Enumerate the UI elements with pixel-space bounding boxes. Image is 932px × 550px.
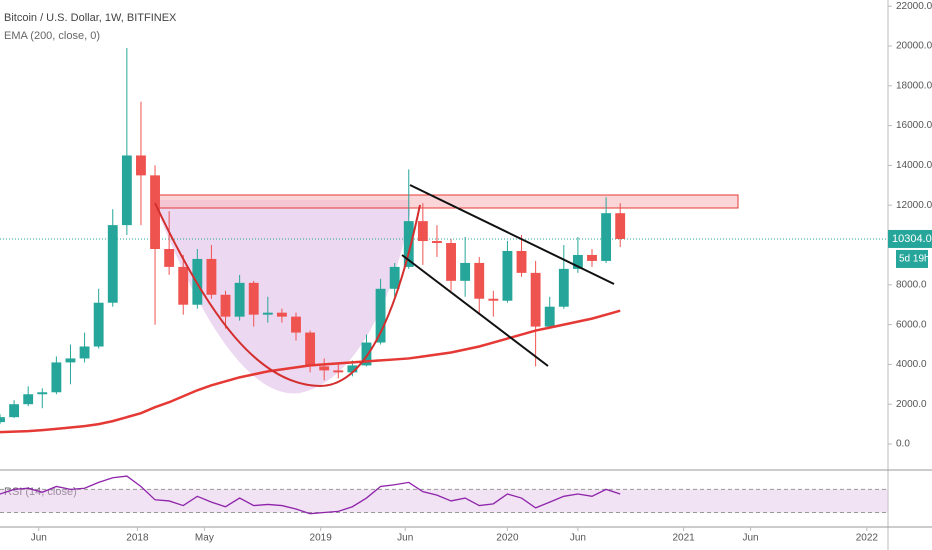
candle-body: [121, 155, 132, 226]
candle-body: [319, 366, 330, 371]
candle-body: [544, 306, 555, 327]
chart-title: Bitcoin / U.S. Dollar, 1W, BITFINEX: [4, 12, 177, 24]
candle-body: [79, 346, 90, 359]
last-price-box: [888, 229, 932, 248]
cup-curve: [154, 202, 421, 388]
candle-body: [220, 294, 231, 317]
candle-body: [234, 282, 245, 317]
cup-fill: [155, 200, 410, 394]
x-tick-label: Jun: [570, 533, 586, 544]
candle-body: [333, 370, 344, 373]
y-tick-label: 18000.0: [896, 80, 932, 91]
candle-body: [136, 155, 146, 176]
x-tick-label: Jun: [397, 533, 413, 544]
candle-body: [530, 272, 541, 327]
candle-body: [460, 262, 471, 281]
y-tick-label: 12000.0: [896, 200, 932, 211]
channel-upper: [409, 184, 615, 285]
last-price-label: 10304.0: [892, 233, 932, 245]
y-tick-label: 6000.0: [896, 319, 927, 330]
y-tick-label: 4000.0: [896, 359, 927, 370]
candle-body: [23, 394, 34, 405]
candle-body: [347, 365, 358, 373]
candle-body: [206, 258, 217, 295]
ema-legend: EMA (200, close, 0): [4, 30, 100, 42]
candle-body: [488, 298, 499, 301]
annotations-under: [154, 194, 739, 394]
rsi-line: [0, 475, 621, 515]
candle-body: [474, 262, 485, 299]
countdown-label: 5d 19h: [899, 254, 930, 265]
x-tick-label: 2018: [126, 533, 149, 544]
candle-body: [417, 221, 428, 242]
x-tick-label: 2022: [856, 533, 879, 544]
candle-body: [558, 268, 569, 307]
candle-body: [276, 312, 287, 317]
candle-body: [37, 392, 48, 395]
candle-body: [65, 358, 76, 363]
x-tick-label: 2020: [496, 533, 519, 544]
candle-body: [150, 175, 160, 249]
candle-body: [587, 254, 597, 261]
resistance-box: [154, 194, 739, 209]
ema-line: [0, 309, 621, 434]
candle-body: [375, 288, 386, 343]
candle-body: [615, 213, 626, 239]
candle-body: [93, 302, 104, 347]
candle-body: [502, 250, 513, 301]
candle-body: [164, 248, 175, 267]
y-tick-label: 22000.0: [896, 1, 932, 12]
candle-body: [601, 213, 612, 261]
rsi-band: [0, 489, 888, 513]
candle-body: [291, 316, 301, 333]
candle-body: [432, 241, 442, 244]
candle-body: [305, 332, 316, 367]
x-tick-label: 2019: [310, 533, 333, 544]
y-tick-label: 14000.0: [896, 160, 932, 171]
candle-body: [248, 282, 259, 315]
candle-body: [403, 221, 414, 267]
candle-body: [0, 417, 5, 423]
candle-body: [262, 312, 273, 315]
y-tick-label: 20000.0: [896, 41, 932, 52]
y-tick-label: 2000.0: [896, 399, 927, 410]
x-tick-label: Jun: [31, 533, 47, 544]
candle-body: [178, 266, 189, 305]
candle-body: [9, 404, 20, 418]
x-tick-label: Jun: [743, 533, 759, 544]
x-tick-label: 2021: [672, 533, 695, 544]
candle-body: [361, 342, 372, 366]
candle-body: [516, 250, 527, 273]
y-tick-label: 16000.0: [896, 120, 932, 131]
x-tick-label: May: [195, 533, 214, 544]
candle-body: [107, 225, 118, 303]
candle-body: [389, 266, 400, 289]
candle-body: [446, 243, 456, 281]
countdown-box: [896, 249, 928, 268]
candle-body: [51, 362, 62, 393]
y-tick-label: 0.0: [896, 439, 910, 450]
candle-body: [572, 254, 583, 269]
y-tick-label: 8000.0: [896, 279, 927, 290]
channel-lower: [401, 254, 549, 367]
